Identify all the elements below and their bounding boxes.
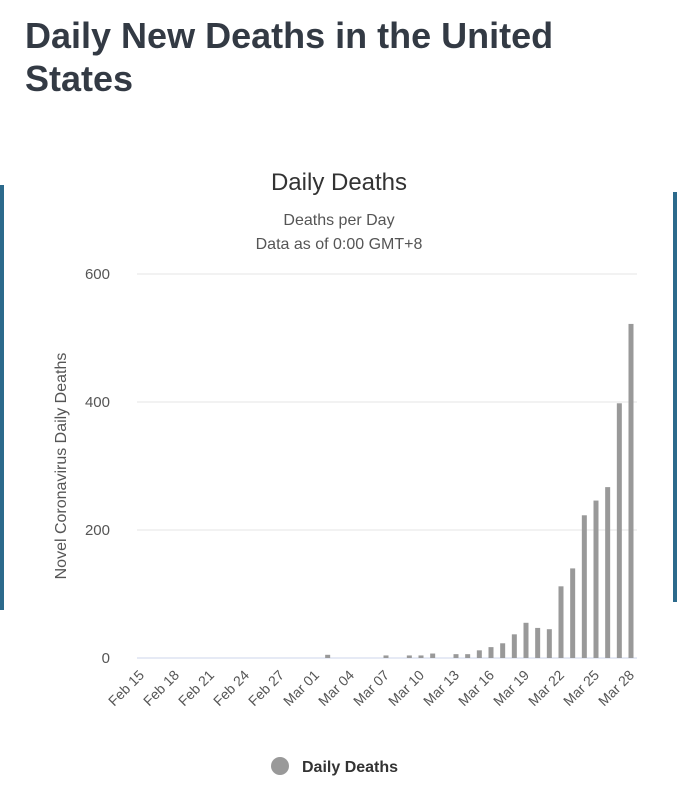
x-tick-label: Feb 24 — [210, 667, 252, 709]
bar — [546, 629, 552, 658]
bar — [465, 654, 471, 658]
bar — [581, 515, 587, 658]
bar — [570, 568, 576, 658]
x-tick-label: Mar 04 — [315, 667, 357, 709]
bar — [535, 627, 541, 658]
x-tick-label: Feb 18 — [140, 667, 182, 709]
chart-subtitle: Data as of 0:00 GMT+8 — [256, 236, 423, 253]
bar — [500, 643, 506, 658]
bar — [430, 653, 436, 658]
legend-label: Daily Deaths — [302, 759, 398, 776]
bar — [511, 634, 517, 658]
bar — [628, 323, 634, 658]
x-tick-label: Feb 15 — [105, 667, 147, 709]
x-tick-label: Mar 01 — [280, 667, 322, 709]
bar — [523, 622, 529, 658]
y-axis-label: Novel Coronavirus Daily Deaths — [53, 353, 70, 580]
page-title: Daily New Deaths in the United States — [25, 15, 554, 99]
bar — [558, 586, 564, 658]
x-tick-label: Feb 21 — [175, 667, 217, 709]
bar — [605, 487, 611, 658]
y-tick-label: 600 — [85, 266, 110, 283]
bar — [488, 647, 494, 658]
bar — [616, 403, 622, 658]
x-tick-label: Mar 16 — [455, 667, 497, 709]
bar — [593, 500, 599, 658]
card-edge — [673, 192, 677, 602]
bar — [383, 655, 389, 658]
bar — [476, 650, 482, 658]
bar — [453, 654, 459, 658]
legend-marker — [271, 757, 289, 775]
chart-title: Daily Deaths — [271, 169, 407, 196]
x-tick-label: Feb 27 — [245, 667, 287, 709]
chart-subtitle: Deaths per Day — [283, 212, 394, 229]
bar — [418, 655, 424, 658]
card-edge — [0, 185, 4, 610]
x-tick-label: Mar 10 — [385, 667, 427, 709]
y-tick-label: 400 — [85, 394, 110, 411]
x-tick-label: Mar 28 — [595, 667, 637, 709]
bar — [325, 654, 331, 658]
y-tick-label: 0 — [102, 650, 110, 667]
x-tick-label: Mar 25 — [560, 667, 602, 709]
x-tick-label: Mar 07 — [350, 667, 392, 709]
x-tick-label: Mar 22 — [525, 667, 567, 709]
bar — [406, 655, 412, 658]
x-tick-label: Mar 19 — [490, 667, 532, 709]
y-tick-label: 200 — [85, 522, 110, 539]
x-tick-label: Mar 13 — [420, 667, 462, 709]
